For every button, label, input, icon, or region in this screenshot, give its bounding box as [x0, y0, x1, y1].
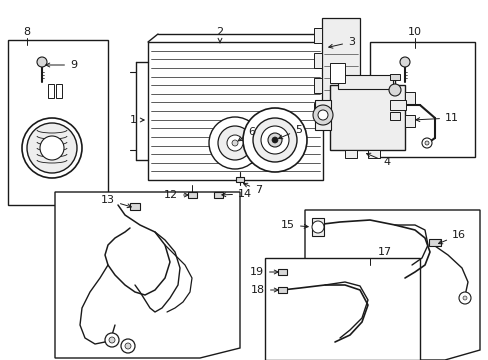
Bar	[313, 53, 321, 68]
Polygon shape	[55, 192, 240, 358]
Bar	[313, 103, 321, 118]
Circle shape	[121, 339, 135, 353]
Bar	[404, 115, 414, 127]
Bar	[277, 269, 286, 275]
Bar	[313, 28, 321, 43]
Bar	[329, 85, 404, 150]
Circle shape	[458, 292, 470, 304]
Circle shape	[109, 337, 115, 343]
Circle shape	[40, 136, 64, 160]
Circle shape	[22, 118, 82, 178]
Text: 19: 19	[249, 267, 278, 277]
Bar	[213, 192, 222, 198]
Text: 11: 11	[415, 113, 458, 123]
Bar	[369, 42, 474, 157]
Bar	[48, 84, 54, 98]
Text: 15: 15	[281, 220, 307, 230]
Text: 18: 18	[250, 285, 278, 295]
Circle shape	[311, 221, 324, 233]
Bar	[321, 18, 359, 128]
Text: 12: 12	[163, 190, 188, 200]
Text: 3: 3	[328, 37, 354, 48]
Bar	[148, 42, 323, 180]
Bar	[428, 239, 440, 246]
Text: 13: 13	[101, 195, 131, 208]
Text: 17: 17	[377, 247, 391, 257]
Text: 16: 16	[438, 230, 465, 244]
Circle shape	[388, 84, 400, 96]
Bar	[404, 92, 414, 104]
Bar	[8, 40, 108, 205]
Text: 10: 10	[407, 27, 421, 37]
Bar	[337, 75, 392, 89]
Bar	[329, 63, 345, 83]
Text: 6: 6	[238, 127, 254, 141]
Circle shape	[208, 117, 261, 169]
Circle shape	[424, 141, 428, 145]
Bar	[236, 176, 244, 181]
Text: 4: 4	[366, 153, 389, 167]
Text: 9: 9	[46, 60, 77, 70]
Bar	[367, 150, 379, 158]
Circle shape	[271, 137, 278, 143]
Circle shape	[317, 110, 327, 120]
Text: 7: 7	[243, 183, 262, 195]
Text: 1: 1	[129, 115, 144, 125]
Circle shape	[399, 57, 409, 67]
Bar	[277, 287, 286, 293]
Bar	[345, 150, 356, 158]
Text: 8: 8	[23, 27, 30, 37]
Text: 5: 5	[278, 125, 302, 139]
Circle shape	[27, 123, 77, 173]
Bar	[389, 112, 399, 120]
Circle shape	[462, 296, 466, 300]
Circle shape	[421, 138, 431, 148]
Circle shape	[231, 140, 238, 146]
Bar	[56, 84, 62, 98]
Bar	[187, 192, 196, 198]
Text: 2: 2	[216, 27, 223, 42]
Bar	[311, 218, 324, 236]
Polygon shape	[264, 258, 419, 360]
Circle shape	[105, 333, 119, 347]
Bar	[389, 74, 399, 80]
Circle shape	[261, 126, 288, 154]
Circle shape	[252, 118, 296, 162]
Circle shape	[243, 108, 306, 172]
Bar	[313, 78, 321, 93]
Bar	[130, 202, 140, 210]
Bar	[389, 100, 405, 110]
Circle shape	[218, 126, 251, 160]
Bar	[314, 100, 330, 130]
Circle shape	[267, 133, 282, 147]
Text: 14: 14	[222, 189, 252, 199]
Circle shape	[226, 135, 243, 151]
Polygon shape	[305, 210, 479, 360]
Circle shape	[312, 105, 332, 125]
Circle shape	[125, 343, 131, 349]
Circle shape	[37, 57, 47, 67]
